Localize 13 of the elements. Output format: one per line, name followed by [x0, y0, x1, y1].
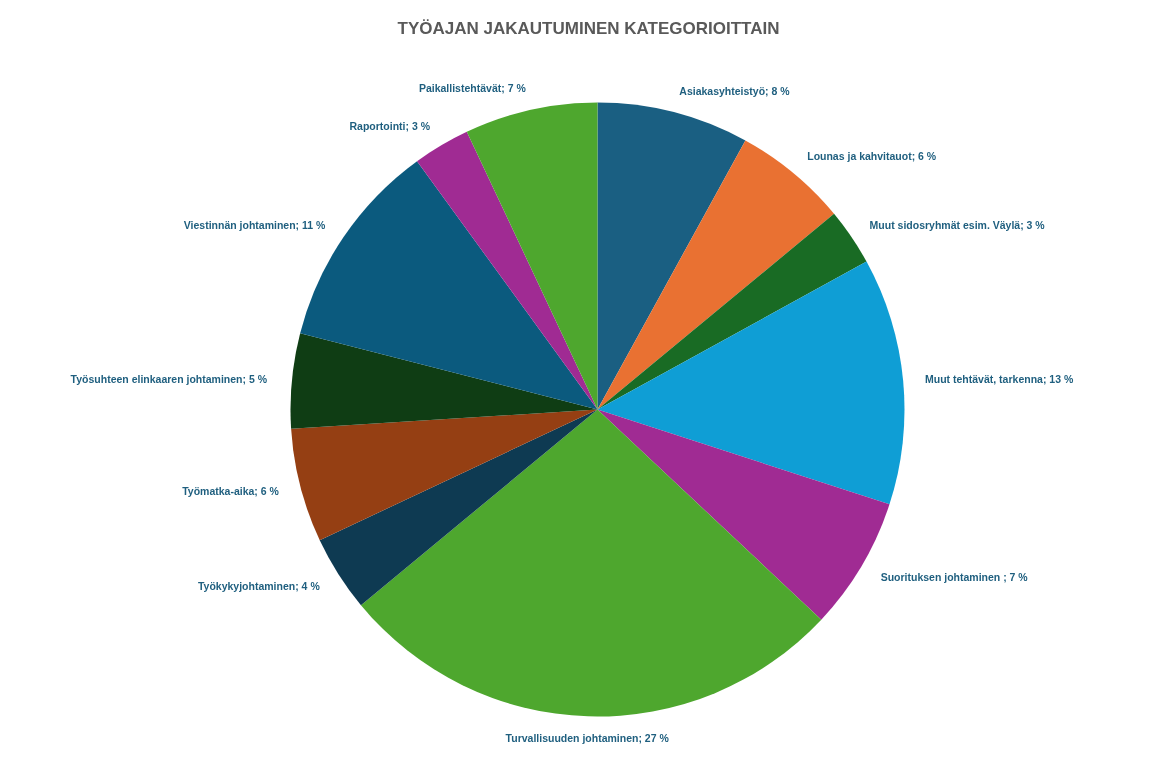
slice-label: Työsuhteen elinkaaren johtaminen; 5 % [70, 372, 268, 385]
slice-label: Muut tehtävät, tarkenna; 13 % [925, 372, 1074, 385]
slice-label: Raportointi; 3 % [349, 120, 431, 133]
slice-label: Turvallisuuden johtaminen; 27 % [505, 732, 670, 745]
slice-label: Asiakasyhteistyö; 8 % [679, 84, 791, 97]
slice-label: Työmatka-aika; 6 % [182, 485, 280, 498]
chart-title: TYÖAJAN JAKAUTUMINEN KATEGORIOITTAIN [397, 19, 780, 38]
slice-label: Työkykyjohtaminen; 4 % [197, 579, 321, 592]
slice-label: Paikallistehtävät; 7 % [418, 82, 527, 95]
slice-label: Viestinnän johtaminen; 11 % [183, 218, 327, 231]
slice-label: Muut sidosryhmät esim. Väylä; 3 % [869, 218, 1046, 231]
slice-label: Suorituksen johtaminen ; 7 % [880, 570, 1029, 583]
slice-label: Lounas ja kahvitauot; 6 % [807, 150, 937, 162]
